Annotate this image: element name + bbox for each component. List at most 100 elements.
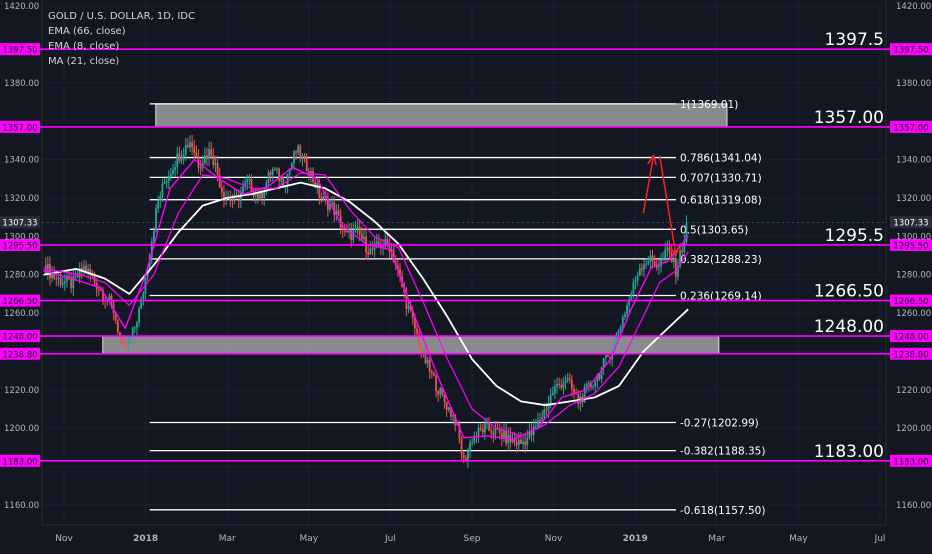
y-tick-left-7: 1300.00 [4,232,39,242]
candle-body-101 [259,191,261,199]
candle-body-233 [539,420,541,422]
candle-body-185 [437,391,440,395]
candle-body-169 [403,287,406,293]
y-tick-right-7: 1300.00 [896,232,931,242]
candle-body-93 [242,186,244,193]
indicator-ema66[interactable]: EMA (66, close) [48,26,126,37]
arrow-down-head [669,245,680,258]
candle-body-136 [333,202,336,215]
candle-body-205 [479,427,482,430]
candle-body-166 [397,265,399,270]
candle-body-192 [452,415,454,417]
candle-body-52 [155,208,157,231]
candle-body-119 [297,145,300,153]
level-right-label-0: 1397.50 [893,46,928,56]
candle-body-247 [568,378,571,380]
candle-body-163 [390,249,393,252]
candle-body-215 [500,432,503,440]
candle-body-148 [358,226,361,235]
candle-body-207 [483,423,486,433]
candle-body-53 [157,200,160,209]
candle-body-37 [123,340,126,344]
candle-body-275 [628,299,631,306]
candle-body-55 [161,183,164,197]
level-right-tag-6 [890,454,932,467]
candle-body-291 [662,258,665,261]
candle-body-259 [594,381,597,387]
candle-body-271 [619,326,622,331]
candle-body-195 [458,422,461,439]
level-big-label-3: 1266.50 [814,282,884,302]
candle-body-20 [87,268,90,272]
candle-body-243 [560,384,563,388]
candle-body-230 [532,426,535,436]
candle-body-127 [314,181,317,189]
candle-body-83 [220,187,223,193]
candle-body-16 [78,267,81,278]
candle-body-238 [549,395,552,403]
candle-body-245 [564,380,567,383]
candle-body-40 [129,336,132,338]
y-tick-right-3: 1220.00 [896,386,931,396]
level-big-label-1: 1357.00 [814,108,884,128]
candle-body-19 [85,265,87,272]
candle-body-174 [413,317,416,329]
candle-body-160 [384,239,387,247]
candle-body-301 [683,241,686,253]
candle-body-61 [174,167,177,170]
arrow-up-shaft [642,155,655,214]
candle-body-41 [131,327,134,337]
level-left-tag-2 [0,238,40,251]
y-tick-left-3: 1220.00 [4,386,39,396]
candle-body-12 [70,278,73,289]
candle-body-184 [435,375,437,392]
current-price-left-label: 1307.33 [2,219,37,229]
candle-body-260 [596,374,599,382]
fib-label-4: 0.5(1303.65) [680,224,748,236]
candle-body-14 [74,275,77,277]
candle-body-9 [63,281,66,284]
candle-body-79 [212,155,215,165]
candle-body-294 [668,247,671,254]
zone-0 [155,103,728,128]
level-right-label-6: 1183.00 [893,457,928,467]
candle-body-187 [441,387,444,395]
candle-body-7 [59,277,62,285]
candle-body-46 [142,293,145,299]
candle-body-202 [473,435,476,443]
fib-label-5: 0.382(1288.23) [680,254,762,266]
candle-body-140 [341,228,344,231]
candle-body-132 [324,195,327,198]
candle-body-180 [426,359,429,364]
candle-body-302 [685,223,688,242]
candle-body-30 [108,295,111,301]
candle-body-4 [53,273,56,279]
current-price-right-tag [890,216,932,229]
indicator-ma21[interactable]: MA (21, close) [48,56,120,67]
candle-body-22 [91,274,94,277]
candle-body-77 [208,149,210,159]
candle-body-282 [643,264,645,270]
candle-body-60 [172,169,174,174]
x-tick-6: Nov [545,534,563,544]
candle-body-248 [570,379,573,390]
candle-body-276 [630,294,633,300]
candle-body-281 [640,268,643,270]
candle-body-154 [371,248,374,250]
candle-body-200 [469,442,471,451]
candle-body-43 [136,322,138,328]
candle-body-141 [343,230,346,232]
fib-label-9: -0.618(1157.50) [680,505,765,517]
candle-body-146 [354,228,357,231]
candle-body-153 [369,248,372,255]
indicator-ema8[interactable]: EMA (8, close) [48,41,120,52]
candle-body-232 [537,420,539,427]
y-tick-left-13: 1420.00 [4,2,39,12]
candle-body-270 [617,330,620,334]
candle-body-106 [269,172,272,175]
x-tick-10: Jul [874,534,886,544]
candle-body-265 [607,355,609,357]
candle-body-36 [121,336,123,341]
candle-body-27 [102,290,104,300]
candle-body-121 [301,155,304,159]
